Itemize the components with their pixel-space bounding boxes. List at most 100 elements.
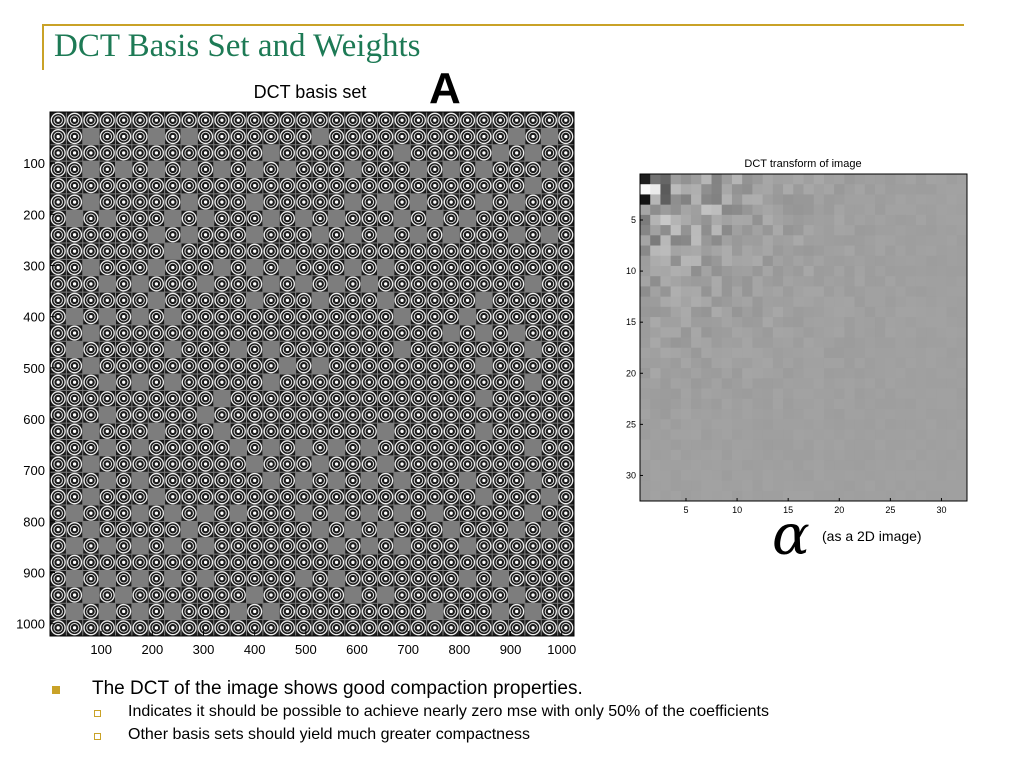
coefficient-cell	[783, 286, 794, 298]
basis-block	[459, 276, 476, 292]
coefficient-cell	[936, 368, 947, 379]
coefficient-cell	[772, 398, 784, 410]
coefficient-cell	[895, 276, 907, 287]
coefficient-cell	[742, 255, 753, 267]
transform-y-tick-label: 30	[626, 470, 636, 480]
coefficient-cell	[854, 184, 866, 195]
coefficient-cell	[936, 388, 947, 400]
basis-block	[181, 145, 197, 161]
coefficient-cell	[803, 470, 815, 481]
basis-block	[378, 128, 394, 145]
coefficient-cell	[926, 490, 937, 502]
basis-block	[427, 145, 443, 161]
coefficient-cell	[752, 225, 764, 236]
coefficient-cell	[670, 245, 682, 257]
coefficient-cell	[752, 490, 764, 502]
coefficient-cell	[803, 265, 815, 277]
coefficient-cell	[854, 337, 866, 349]
coefficient-cell	[731, 235, 743, 246]
basis-block	[116, 325, 132, 341]
coefficient-cell	[946, 357, 958, 369]
basis-block	[148, 112, 165, 128]
coefficient-cell	[793, 460, 804, 471]
coefficient-cell	[915, 460, 927, 471]
coefficient-cell	[905, 419, 917, 430]
basis-block	[148, 194, 165, 210]
coefficient-cell	[864, 347, 876, 359]
basis-block	[263, 325, 279, 341]
coefficient-cell	[680, 174, 692, 185]
coefficient-cell	[670, 368, 682, 379]
coefficient-cell	[691, 286, 702, 298]
coefficient-cell	[956, 409, 968, 420]
coefficient-cell	[823, 429, 835, 441]
coefficient-cell	[823, 286, 835, 298]
coefficient-cell	[660, 327, 672, 338]
coefficient-cell	[762, 378, 774, 389]
coefficient-cell	[640, 347, 651, 359]
coefficient-cell	[793, 419, 804, 430]
transform-x-tick-label: 30	[936, 505, 946, 515]
coefficient-cell	[660, 470, 672, 481]
basis-block	[492, 292, 508, 308]
coefficient-cell	[834, 286, 845, 298]
coefficient-cell	[915, 480, 927, 492]
coefficient-cell	[844, 327, 855, 338]
coefficient-cell	[936, 214, 947, 226]
coefficient-cell	[905, 327, 917, 338]
coefficient-cell	[885, 174, 896, 185]
coefficient-cell	[742, 337, 753, 349]
basis-block	[230, 243, 246, 259]
basis-block	[83, 210, 99, 227]
basis-block	[443, 210, 459, 227]
basis-block	[279, 112, 296, 128]
coefficient-cell	[864, 184, 876, 195]
coefficient-cell	[742, 388, 753, 400]
coefficient-cell	[680, 296, 692, 308]
coefficient-cell	[691, 245, 702, 257]
coefficient-cell	[803, 296, 815, 308]
coefficient-cell	[793, 480, 804, 492]
basis-block	[361, 128, 377, 145]
coefficient-cell	[956, 184, 968, 195]
basis-block	[83, 112, 99, 128]
basis-block	[263, 178, 279, 194]
basis-block	[509, 243, 525, 259]
coefficient-cell	[742, 225, 753, 236]
coefficient-cell	[701, 409, 712, 420]
coefficient-cell	[956, 388, 968, 400]
coefficient-cell	[885, 368, 896, 379]
coefficient-cell	[640, 398, 651, 410]
coefficient-cell	[731, 378, 743, 389]
coefficient-cell	[752, 296, 764, 308]
basis-block	[132, 243, 148, 259]
coefficient-cell	[864, 409, 876, 420]
coefficient-cell	[793, 286, 804, 298]
coefficient-cell	[711, 347, 723, 359]
basis-block	[132, 259, 148, 276]
coefficient-cell	[783, 194, 794, 206]
coefficient-cell	[956, 194, 968, 206]
coefficient-cell	[885, 265, 896, 277]
coefficient-cell	[701, 347, 712, 359]
basis-block	[66, 194, 83, 210]
basis-block	[279, 145, 296, 161]
basis-block	[541, 145, 558, 161]
coefficient-cell	[834, 235, 845, 246]
coefficient-cell	[905, 357, 917, 369]
coefficient-cell	[844, 194, 855, 206]
coefficient-cell	[783, 388, 794, 400]
coefficient-cell	[731, 245, 743, 257]
coefficient-cell	[803, 184, 815, 195]
coefficient-cell	[762, 286, 774, 298]
coefficient-cell	[650, 214, 661, 226]
coefficient-cell	[905, 184, 917, 195]
coefficient-cell	[926, 470, 937, 481]
coefficient-cell	[731, 337, 743, 349]
coefficient-cell	[691, 276, 702, 287]
coefficient-cell	[742, 174, 753, 185]
basis-block	[509, 145, 525, 161]
coefficient-cell	[660, 265, 672, 277]
basis-block	[230, 145, 246, 161]
coefficient-cell	[762, 347, 774, 359]
